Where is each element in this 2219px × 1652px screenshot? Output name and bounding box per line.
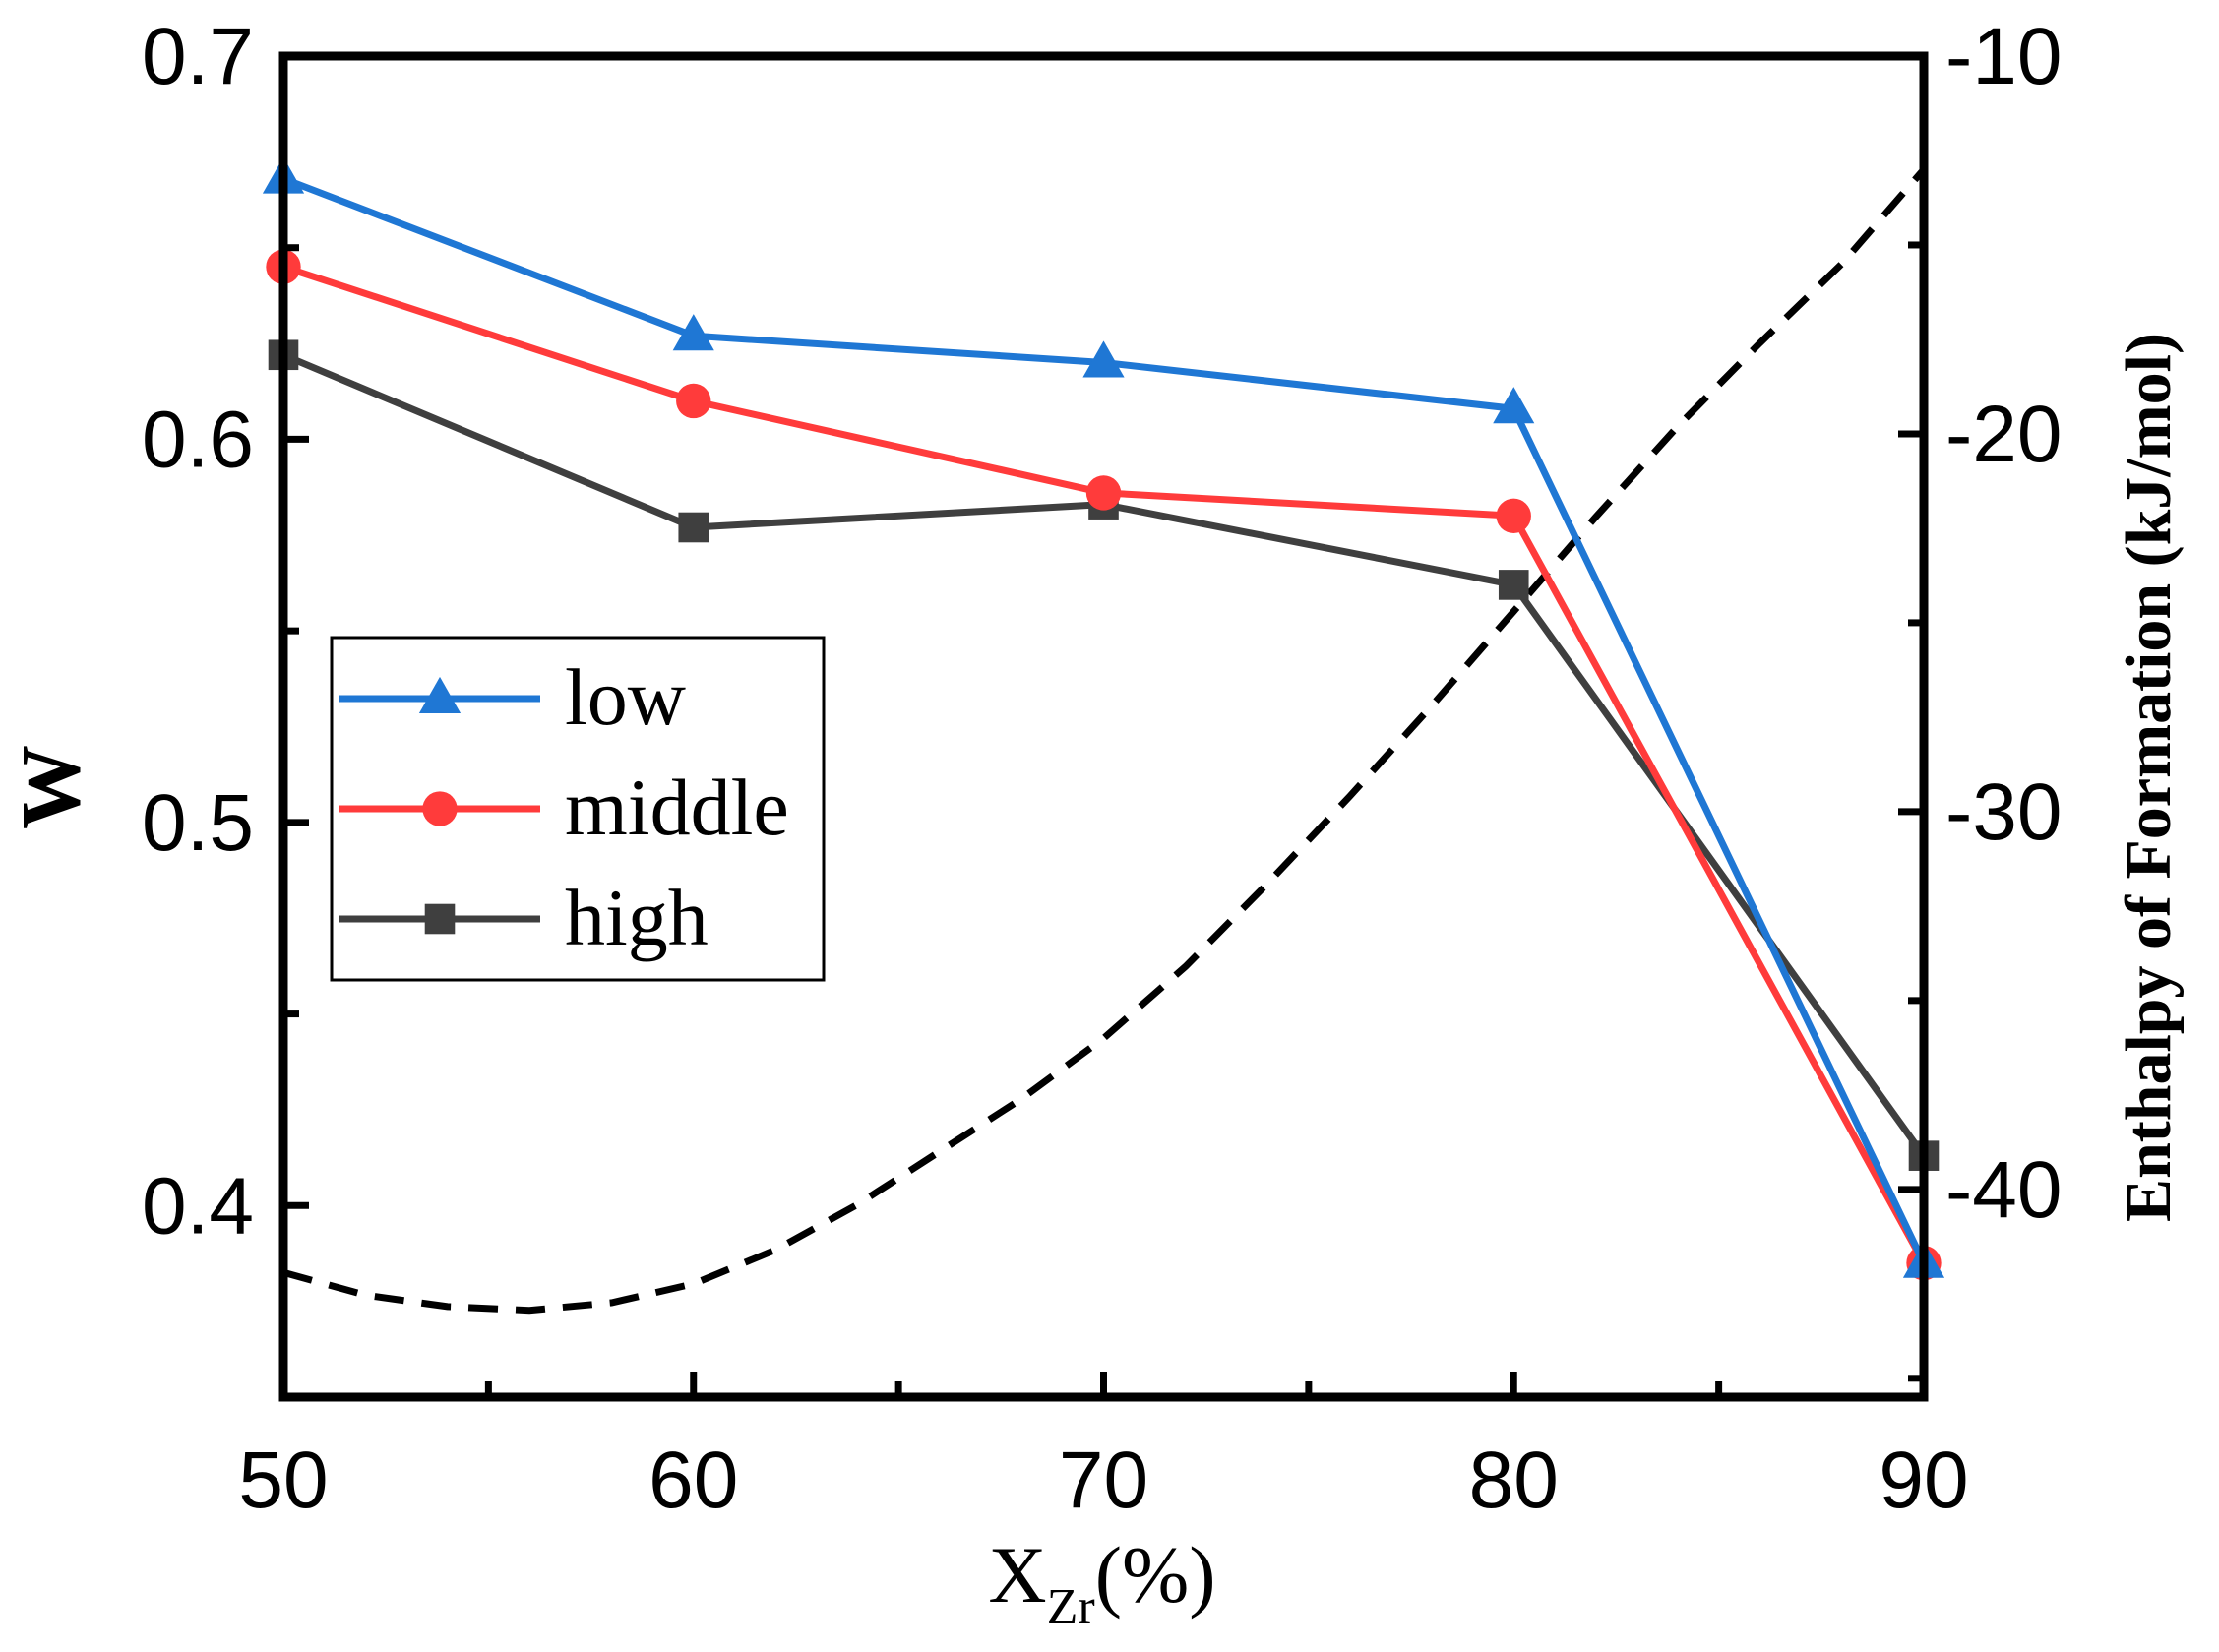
legend: low middle high: [330, 636, 826, 982]
legend-marker-middle: [422, 791, 458, 826]
x-tick-label: 90: [1879, 1436, 1968, 1525]
y-tick-label: 0.5: [142, 778, 254, 868]
axes-layer: 50 60 70 80 90 0.4 0.5 0.6 0.7 -40 -30 -20 -10 XZr(%)…: [3, 12, 2185, 1635]
y2-tick-label: -10: [1945, 12, 2063, 101]
y-tick-label: 0.7: [142, 12, 254, 101]
data-point-middle: [1085, 475, 1122, 511]
data-point-high: [678, 512, 709, 543]
x-axis-title-subscript: Zr: [1047, 1579, 1095, 1635]
x-axis-title-unit: (%): [1095, 1530, 1216, 1620]
x-tick-label: 70: [1059, 1436, 1148, 1525]
y2-axis-title: Enthalpy of Formation (kJ/mol): [2113, 333, 2185, 1222]
x-tick-label: 80: [1469, 1436, 1559, 1525]
x-tick-label: 50: [238, 1436, 328, 1525]
data-point-middle: [676, 383, 711, 419]
data-point-high: [1498, 570, 1529, 600]
legend-label-middle: middle: [565, 763, 789, 852]
y2-tick-label: -30: [1945, 767, 2063, 857]
y-axis-title: W: [3, 745, 97, 829]
data-point-middle: [1496, 498, 1531, 533]
x-axis-title-main: X: [988, 1530, 1046, 1620]
y-tick-label: 0.6: [142, 395, 254, 484]
legend-label-high: high: [565, 873, 709, 962]
data-point-low: [1493, 387, 1535, 424]
legend-marker-low: [418, 676, 462, 713]
y-tick-label: 0.4: [142, 1161, 254, 1251]
series-layer: [262, 156, 1945, 1281]
data-point-low: [1082, 340, 1125, 378]
x-tick-label: 60: [648, 1436, 738, 1525]
data-point-low: [672, 314, 714, 351]
legend-marker-high: [424, 903, 456, 935]
legend-label-low: low: [565, 652, 686, 742]
y2-tick-label: -20: [1945, 390, 2063, 479]
y2-tick-label: -40: [1945, 1145, 2063, 1235]
x-axis-title: XZr(%): [988, 1530, 1215, 1635]
